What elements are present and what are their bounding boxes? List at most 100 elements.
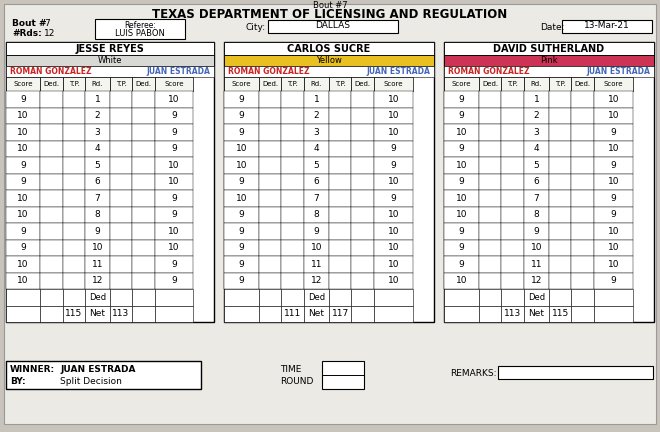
- Text: Ded.: Ded.: [135, 81, 152, 87]
- Text: Referee:: Referee:: [124, 20, 156, 29]
- Text: 9: 9: [391, 161, 397, 170]
- Text: 7: 7: [94, 194, 100, 203]
- Bar: [85, 91, 110, 108]
- Bar: [524, 77, 548, 91]
- Text: 12: 12: [531, 276, 542, 285]
- Text: 9: 9: [610, 128, 616, 137]
- Text: 11: 11: [311, 260, 322, 269]
- Text: Split Decision: Split Decision: [60, 377, 122, 385]
- Text: 10: 10: [236, 144, 247, 153]
- Bar: [352, 140, 374, 157]
- Bar: [374, 305, 413, 322]
- Bar: [329, 91, 352, 108]
- Text: 9: 9: [238, 227, 244, 236]
- Bar: [63, 77, 85, 91]
- Bar: [63, 174, 85, 190]
- Text: 10: 10: [92, 243, 103, 252]
- Bar: [329, 289, 352, 305]
- Bar: [352, 223, 374, 239]
- Text: White: White: [98, 56, 122, 65]
- Bar: [40, 273, 63, 289]
- Bar: [524, 91, 548, 108]
- Text: 9: 9: [314, 227, 319, 236]
- Bar: [6, 174, 40, 190]
- Text: Ded.: Ded.: [44, 81, 59, 87]
- Bar: [154, 124, 193, 140]
- Bar: [259, 157, 281, 174]
- Bar: [548, 289, 572, 305]
- Bar: [444, 55, 654, 66]
- Bar: [444, 289, 478, 305]
- Bar: [281, 256, 304, 273]
- Bar: [594, 206, 633, 223]
- Text: T.P.: T.P.: [508, 81, 518, 87]
- Text: 6: 6: [94, 177, 100, 186]
- Text: DALLAS: DALLAS: [315, 22, 350, 31]
- Text: 5: 5: [314, 161, 319, 170]
- Text: 9: 9: [459, 95, 464, 104]
- Text: 10: 10: [17, 210, 29, 219]
- Bar: [594, 289, 633, 305]
- Bar: [548, 206, 572, 223]
- Text: 6: 6: [533, 177, 539, 186]
- Bar: [524, 256, 548, 273]
- Bar: [154, 140, 193, 157]
- Bar: [502, 256, 524, 273]
- Bar: [40, 206, 63, 223]
- Bar: [478, 91, 502, 108]
- Bar: [40, 140, 63, 157]
- Bar: [329, 108, 352, 124]
- Text: 10: 10: [236, 194, 247, 203]
- Bar: [524, 206, 548, 223]
- Text: 10: 10: [17, 128, 29, 137]
- Bar: [548, 256, 572, 273]
- Bar: [154, 256, 193, 273]
- Text: 7: 7: [533, 194, 539, 203]
- Bar: [110, 206, 132, 223]
- Text: Bout #: Bout #: [12, 19, 46, 29]
- Text: 1: 1: [314, 95, 319, 104]
- Bar: [594, 190, 633, 206]
- Text: 9: 9: [459, 227, 464, 236]
- Bar: [132, 140, 154, 157]
- Bar: [352, 91, 374, 108]
- Text: 8: 8: [314, 210, 319, 219]
- Bar: [444, 305, 478, 322]
- Bar: [304, 223, 329, 239]
- Bar: [304, 140, 329, 157]
- Text: 10: 10: [311, 243, 322, 252]
- Bar: [63, 157, 85, 174]
- Bar: [444, 42, 654, 322]
- Text: 11: 11: [531, 260, 542, 269]
- Bar: [154, 305, 193, 322]
- Bar: [268, 20, 398, 33]
- Bar: [524, 239, 548, 256]
- Bar: [352, 273, 374, 289]
- Text: 10: 10: [455, 276, 467, 285]
- Bar: [548, 77, 572, 91]
- Bar: [259, 108, 281, 124]
- Bar: [259, 91, 281, 108]
- Bar: [329, 174, 352, 190]
- Text: Bout #7: Bout #7: [313, 1, 347, 10]
- Bar: [6, 140, 40, 157]
- Bar: [352, 305, 374, 322]
- Bar: [478, 140, 502, 157]
- Bar: [132, 77, 154, 91]
- Bar: [6, 223, 40, 239]
- Text: Net: Net: [90, 309, 106, 318]
- Text: TIME: TIME: [280, 365, 302, 374]
- Bar: [329, 190, 352, 206]
- Bar: [132, 206, 154, 223]
- Bar: [524, 174, 548, 190]
- Text: 9: 9: [238, 95, 244, 104]
- Text: Ded: Ded: [528, 293, 545, 302]
- Text: 9: 9: [238, 210, 244, 219]
- Bar: [304, 77, 329, 91]
- Text: Ded.: Ded.: [262, 81, 278, 87]
- Bar: [281, 273, 304, 289]
- Bar: [6, 157, 40, 174]
- Text: 9: 9: [94, 227, 100, 236]
- Text: JESSE REYES: JESSE REYES: [75, 44, 145, 54]
- Bar: [154, 91, 193, 108]
